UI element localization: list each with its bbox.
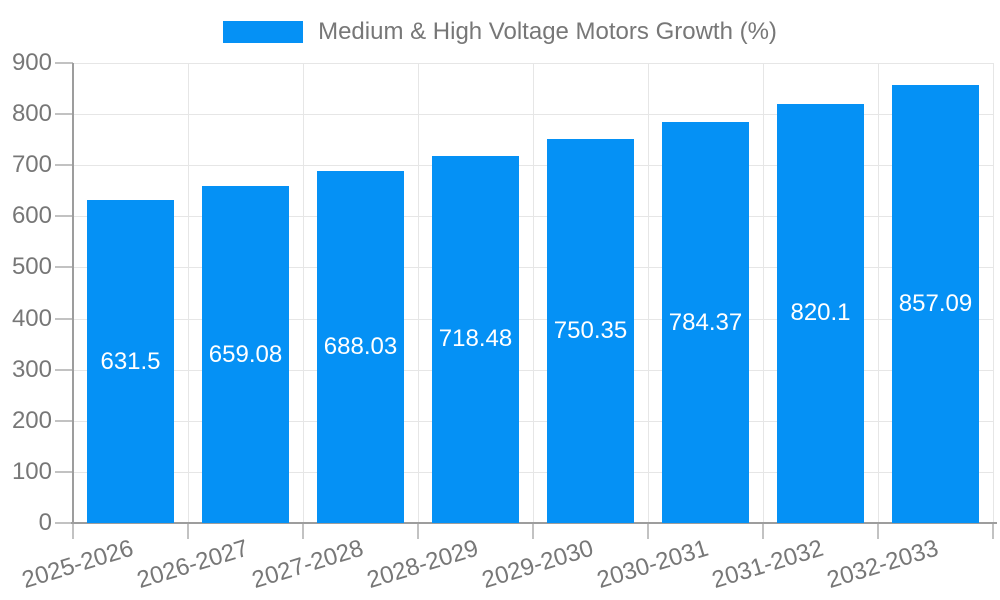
x-axis-line — [71, 522, 997, 524]
x-axis-tick-mark — [302, 523, 304, 539]
x-axis-tick-label: 2030-2031 — [593, 534, 712, 594]
x-axis-tick-mark — [532, 523, 534, 539]
y-axis-tick-mark — [55, 164, 73, 167]
chart-legend: Medium & High Voltage Motors Growth (%) — [0, 20, 1000, 44]
bar[interactable]: 631.5 — [87, 200, 174, 523]
y-axis-tick-mark — [55, 368, 73, 371]
y-axis-tick-label: 0 — [38, 509, 52, 536]
y-axis-tick-mark — [55, 317, 73, 320]
gridline-vertical — [648, 63, 649, 523]
x-axis-tick-label: 2031-2032 — [708, 534, 827, 594]
x-axis-tick-label: 2028-2029 — [363, 534, 482, 594]
y-axis-tick-label: 600 — [11, 202, 52, 230]
bar[interactable]: 820.1 — [777, 103, 864, 523]
x-axis-tick-mark — [72, 523, 74, 539]
y-axis-tick-mark — [55, 266, 73, 269]
y-axis-tick-mark — [55, 522, 73, 524]
bar-value-label: 688.03 — [323, 333, 398, 361]
bar[interactable]: 688.03 — [317, 171, 404, 523]
gridline-vertical — [533, 63, 534, 523]
y-axis-tick-label: 200 — [11, 406, 52, 434]
bar-value-label: 631.5 — [100, 347, 161, 375]
legend-label[interactable]: Medium & High Voltage Motors Growth (%) — [318, 18, 777, 45]
legend-swatch[interactable] — [223, 21, 304, 43]
x-axis-tick-mark — [877, 523, 879, 539]
x-axis-tick-mark — [762, 523, 764, 539]
bar-value-label: 857.09 — [898, 289, 973, 317]
x-axis-tick-label: 2025-2026 — [18, 534, 137, 594]
y-axis-tick-label: 500 — [11, 253, 52, 281]
bar[interactable]: 750.35 — [547, 139, 634, 523]
bar[interactable]: 718.48 — [432, 155, 519, 523]
y-axis-tick-mark — [55, 62, 73, 64]
y-axis-line — [72, 63, 74, 524]
bar-value-label: 659.08 — [208, 340, 283, 368]
x-axis-tick-label: 2032-2033 — [823, 534, 942, 594]
y-axis-tick-label: 900 — [11, 49, 52, 76]
y-axis-tick-label: 400 — [11, 304, 52, 332]
x-axis-tick-label: 2027-2028 — [248, 534, 367, 594]
gridline-vertical — [188, 63, 189, 523]
gridline-vertical — [303, 63, 304, 523]
bar-value-label: 784.37 — [668, 308, 743, 336]
y-axis-tick-label: 100 — [11, 457, 52, 485]
gridline-vertical — [418, 63, 419, 523]
x-axis-tick-label: 2029-2030 — [478, 534, 597, 594]
gridline-vertical — [878, 63, 879, 523]
gridline-vertical — [993, 63, 994, 523]
bar[interactable]: 784.37 — [662, 122, 749, 523]
x-axis-tick-mark — [417, 523, 419, 539]
y-axis-tick-mark — [55, 419, 73, 422]
x-axis-tick-mark — [187, 523, 189, 539]
x-axis-tick-label: 2026-2027 — [133, 534, 252, 594]
bar[interactable]: 857.09 — [892, 84, 979, 523]
bar-value-label: 820.1 — [790, 299, 851, 327]
bar-value-label: 750.35 — [553, 317, 628, 345]
y-axis-tick-mark — [55, 113, 73, 116]
y-axis-tick-label: 800 — [11, 100, 52, 128]
bar[interactable]: 659.08 — [202, 186, 289, 523]
x-axis-tick-mark — [992, 523, 994, 539]
gridline-vertical — [763, 63, 764, 523]
y-axis-tick-mark — [55, 470, 73, 473]
x-axis-tick-mark — [647, 523, 649, 539]
y-axis-tick-label: 700 — [11, 151, 52, 179]
y-axis-tick-label: 300 — [11, 355, 52, 383]
y-axis-tick-mark — [55, 215, 73, 218]
bar-value-label: 718.48 — [438, 325, 513, 353]
